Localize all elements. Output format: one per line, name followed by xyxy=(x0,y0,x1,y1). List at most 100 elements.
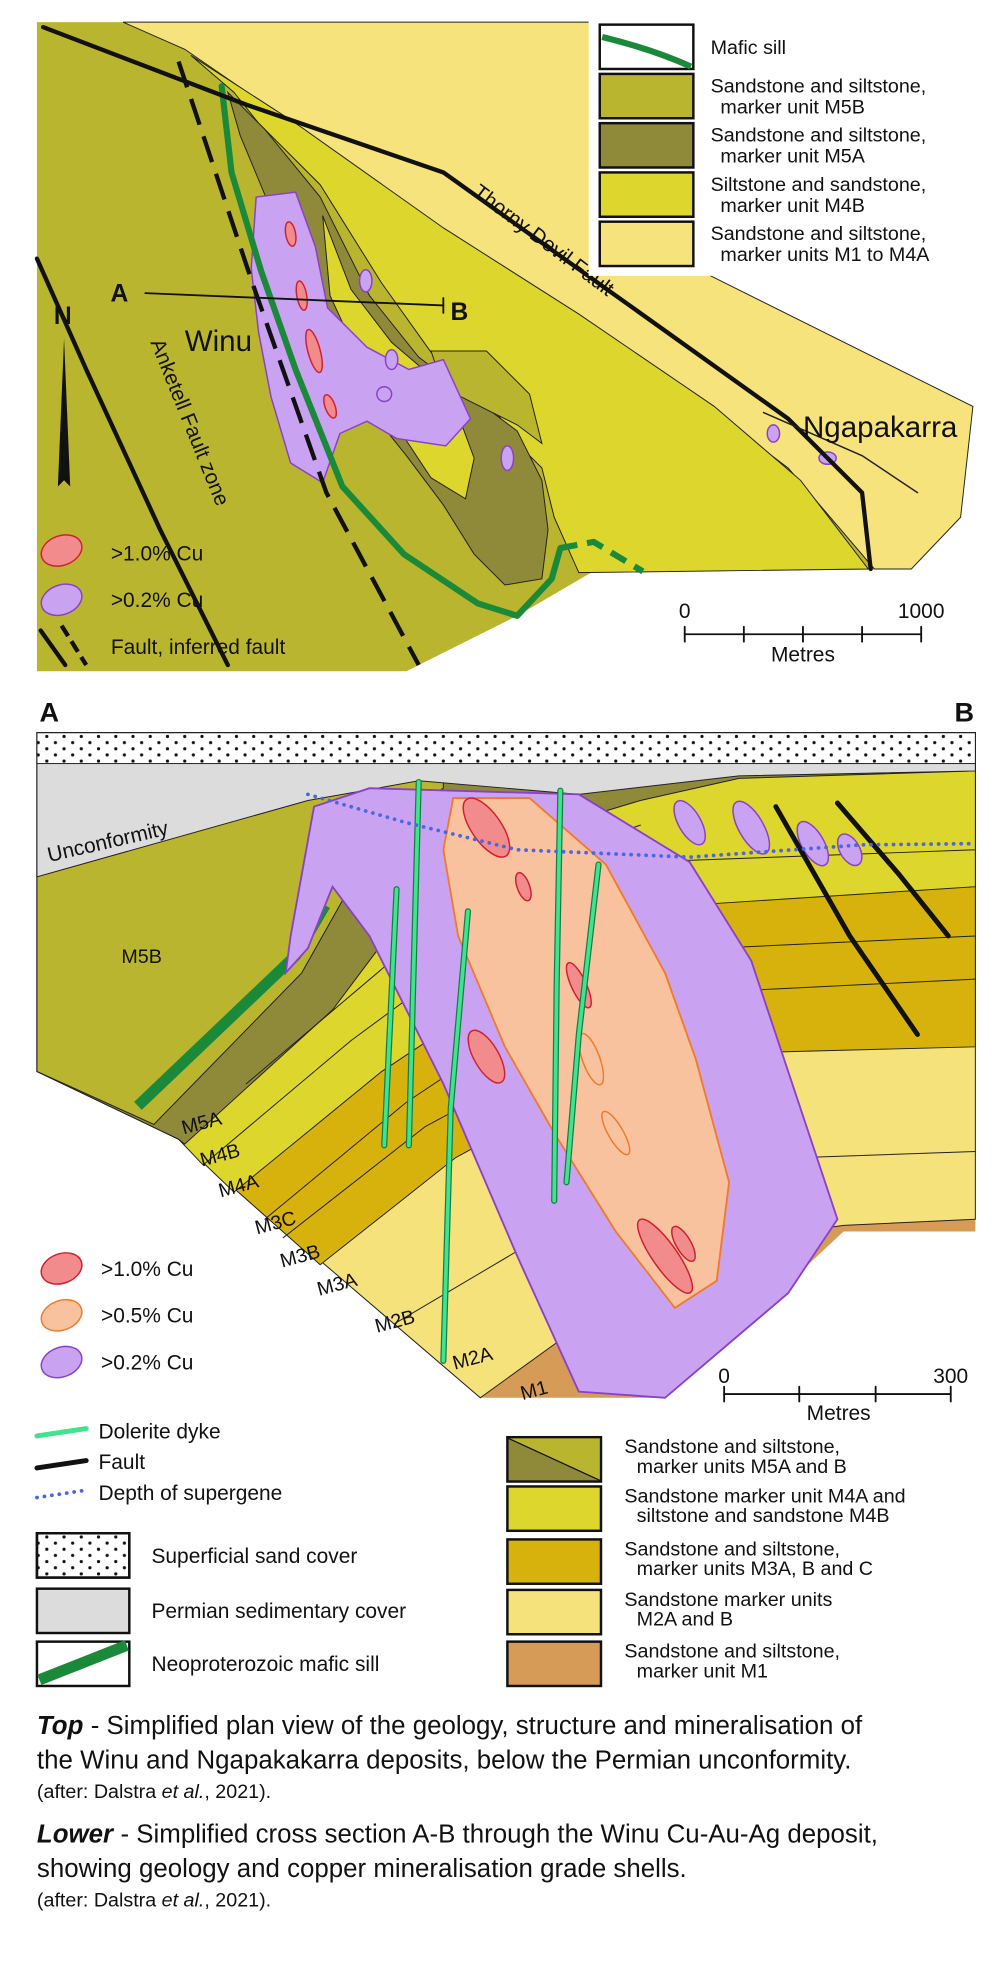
legend-label: >0.2% Cu xyxy=(101,1351,193,1374)
shell-10 xyxy=(636,1218,694,1294)
map-ore-10 xyxy=(295,280,308,311)
legend-label: marker units M3A, B and C xyxy=(637,1558,873,1580)
legend-swatch xyxy=(598,72,695,120)
section-b-label: B xyxy=(450,299,468,326)
legend-symbol xyxy=(40,1345,83,1379)
shell-10 xyxy=(671,1225,696,1263)
map-sill-inferred xyxy=(559,538,645,575)
legend-symbol xyxy=(40,1298,83,1332)
legend-swatch xyxy=(506,1485,603,1533)
caption-credit-text: (after: Dalstra xyxy=(37,1889,162,1911)
place-label: Winu xyxy=(185,325,252,358)
legend-label: Sandstone and siltstone, xyxy=(711,125,927,147)
caption-credit-text: et al. xyxy=(162,1889,205,1911)
legend-label: Sandstone and siltstone, xyxy=(711,75,927,97)
legend-label: marker unit M1 xyxy=(637,1660,768,1682)
legend-symbol xyxy=(38,628,68,668)
section-line xyxy=(144,292,445,307)
north-label: N xyxy=(54,303,72,330)
caption-lead: Top xyxy=(37,1712,83,1740)
legend-label: >0.2% Cu xyxy=(111,589,203,612)
caption-credit: (after: Dalstra et al., 2021). xyxy=(37,1781,271,1803)
legend-symbol xyxy=(59,624,89,667)
map-fault xyxy=(762,411,919,494)
legend-label: siltstone and sandstone M4B xyxy=(637,1505,890,1527)
legend-label: marker units M5A and B xyxy=(637,1456,847,1478)
legend-label: >1.0% Cu xyxy=(101,1258,193,1281)
legend-label: Sandstone and siltstone, xyxy=(624,1436,840,1458)
legend-label: Dolerite dyke xyxy=(99,1420,221,1443)
unit-label: M3B xyxy=(278,1241,323,1273)
legend-sill-symbol xyxy=(601,33,693,70)
legend-label: Siltstone and sandstone, xyxy=(711,174,927,196)
caption-line: Top - Simplified plan view of the geology… xyxy=(37,1712,863,1740)
legend-symbol xyxy=(34,1458,89,1471)
caption-credit-text: , 2021). xyxy=(204,1889,271,1911)
legend-label: Sandstone and siltstone, xyxy=(711,223,927,245)
caption-credit-text: , 2021). xyxy=(204,1781,271,1803)
sand-cover xyxy=(36,732,976,765)
unit-label: M3A xyxy=(315,1269,361,1301)
caption-line: showing geology and copper mineralisatio… xyxy=(37,1855,687,1883)
legend-label: marker unit M4B xyxy=(720,195,864,217)
map-ore-10 xyxy=(284,221,297,247)
legend-label: Fault, inferred fault xyxy=(111,636,286,659)
section-b-label: B xyxy=(955,697,975,728)
legend-label: Sandstone marker unit M4A and xyxy=(624,1485,905,1507)
dolerite-dyke xyxy=(407,780,421,1148)
legend-swatch xyxy=(35,1532,131,1579)
scale-unit: Metres xyxy=(771,643,835,666)
section-a-label: A xyxy=(39,697,59,728)
section-fault xyxy=(773,804,920,1037)
legend-label: Sandstone and siltstone, xyxy=(624,1641,840,1663)
legend-label: marker unit M5A xyxy=(720,146,865,168)
shell-02 xyxy=(673,799,707,846)
legend-swatch xyxy=(598,220,695,268)
scale-label: 0 xyxy=(718,1365,730,1388)
caption-text: - Simplified cross section A-B through t… xyxy=(120,1820,877,1848)
legend-label: >1.0% Cu xyxy=(111,542,203,565)
caption-lead: Lower xyxy=(37,1820,115,1848)
dolerite-dyke xyxy=(382,887,399,1148)
dolerite-dyke xyxy=(564,862,601,1185)
section-a-label: A xyxy=(111,281,129,308)
scale-label: 0 xyxy=(679,600,691,623)
caption-line: Lower - Simplified cross section A-B thro… xyxy=(37,1820,878,1848)
legend-symbol xyxy=(34,1426,89,1439)
map-ore-02 xyxy=(250,191,472,484)
shell-10 xyxy=(462,797,511,858)
map-ore-02 xyxy=(376,385,393,403)
map-ore-02 xyxy=(500,445,515,472)
map-ore-02 xyxy=(384,349,399,371)
legend-swatch xyxy=(598,121,695,169)
map-m4b xyxy=(190,55,870,574)
legend-label: Fault xyxy=(99,1451,146,1474)
legend-swatch xyxy=(506,1538,603,1585)
legend-label: marker units M1 to M4A xyxy=(720,244,930,266)
legend-symbol xyxy=(40,583,83,617)
legend-sill-symbol xyxy=(37,1640,129,1685)
shell-10 xyxy=(467,1029,506,1084)
shell-02 xyxy=(836,833,863,867)
map-fault xyxy=(40,24,873,572)
map-fault xyxy=(34,256,230,668)
legend-swatch xyxy=(508,1437,601,1481)
dolerite-dyke xyxy=(552,788,563,1203)
legend-label: M2A and B xyxy=(637,1609,733,1631)
map-ore-10 xyxy=(323,393,338,419)
scale-label: 1000 xyxy=(898,600,945,623)
legend-label: Sandstone marker units xyxy=(624,1589,832,1611)
legend-label: Superficial sand cover xyxy=(151,1545,357,1568)
legend-swatch xyxy=(35,1587,131,1635)
map-ore-02 xyxy=(766,424,781,443)
shell-05 xyxy=(601,1110,631,1156)
legend-label: Depth of supergene xyxy=(99,1482,283,1505)
legend-label: Neoproterozoic mafic sill xyxy=(151,1653,379,1676)
scale-unit: Metres xyxy=(807,1402,871,1425)
legend-swatch xyxy=(506,1588,603,1636)
legend-label: marker unit M5B xyxy=(720,96,864,118)
legend-label: Mafic sill xyxy=(711,37,786,59)
map-ore-10 xyxy=(305,328,324,374)
